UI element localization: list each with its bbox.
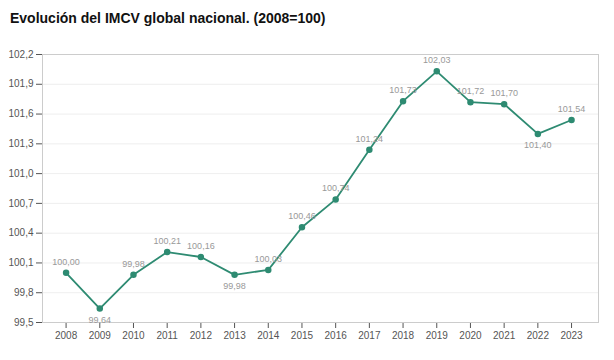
svg-text:99,98: 99,98: [122, 259, 145, 269]
svg-text:99,64: 99,64: [89, 315, 112, 325]
svg-text:2023: 2023: [560, 330, 583, 341]
svg-text:2012: 2012: [190, 330, 213, 341]
svg-text:101,70: 101,70: [490, 88, 518, 98]
svg-text:2020: 2020: [459, 330, 482, 341]
svg-text:2014: 2014: [257, 330, 280, 341]
svg-text:100,4: 100,4: [8, 227, 33, 238]
svg-text:2022: 2022: [527, 330, 550, 341]
svg-text:2008: 2008: [55, 330, 78, 341]
svg-text:2021: 2021: [493, 330, 516, 341]
svg-text:100,00: 100,00: [52, 257, 80, 267]
svg-text:101,40: 101,40: [524, 140, 552, 150]
svg-text:101,3: 101,3: [8, 138, 33, 149]
svg-text:101,6: 101,6: [8, 108, 33, 119]
svg-text:101,0: 101,0: [8, 168, 33, 179]
svg-text:99,8: 99,8: [14, 287, 34, 298]
svg-text:101,9: 101,9: [8, 78, 33, 89]
svg-text:2016: 2016: [325, 330, 348, 341]
svg-text:2011: 2011: [156, 330, 178, 341]
svg-text:2015: 2015: [291, 330, 314, 341]
svg-text:100,21: 100,21: [153, 236, 181, 246]
svg-text:101,72: 101,72: [457, 86, 485, 96]
svg-text:100,16: 100,16: [187, 241, 215, 251]
svg-text:100,7: 100,7: [8, 198, 33, 209]
svg-text:2013: 2013: [223, 330, 246, 341]
html-text:Evolución del IMCV global naci: Evolución del IMCV global nacional. (200…: [10, 10, 326, 26]
svg-text:99,98: 99,98: [223, 281, 246, 291]
svg-text:100,03: 100,03: [255, 254, 283, 264]
svg-text:2009: 2009: [89, 330, 112, 341]
svg-text:100,46: 100,46: [288, 211, 316, 221]
svg-text:101,73: 101,73: [389, 85, 417, 95]
svg-text:102,2: 102,2: [8, 49, 33, 60]
svg-text:2010: 2010: [122, 330, 145, 341]
svg-text:102,03: 102,03: [423, 55, 451, 65]
svg-text:2019: 2019: [426, 330, 449, 341]
svg-text:100,1: 100,1: [8, 257, 33, 268]
svg-text:2018: 2018: [392, 330, 415, 341]
svg-text:2017: 2017: [358, 330, 381, 341]
svg-text:101,54: 101,54: [558, 104, 586, 114]
svg-text:101,24: 101,24: [356, 134, 384, 144]
svg-text:99,5: 99,5: [14, 317, 34, 328]
svg-text:100,74: 100,74: [322, 183, 350, 193]
